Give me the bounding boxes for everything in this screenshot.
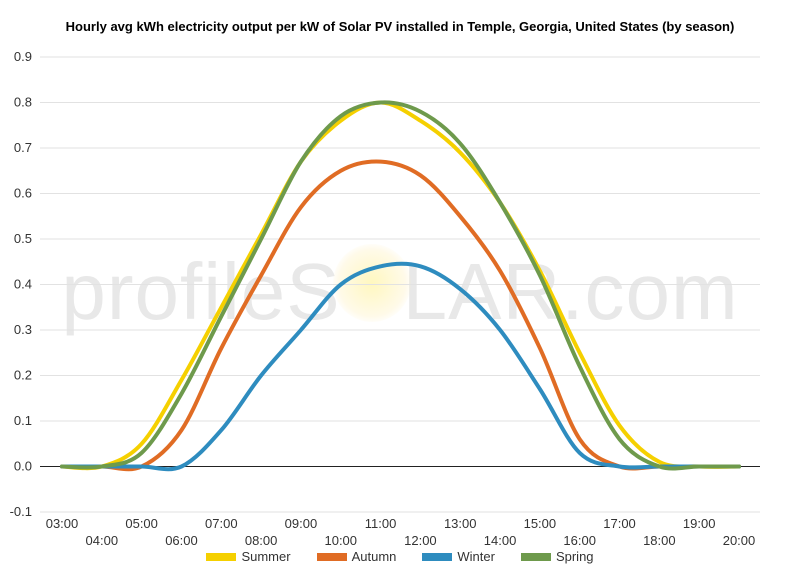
legend-item-winter[interactable]: Winter [422,549,495,564]
y-tick-label: -0.1 [10,504,32,519]
x-tick-label: 10:00 [324,533,357,548]
legend-label: Spring [555,549,594,564]
y-tick-label: 0.0 [14,459,32,474]
y-tick-label: 0.6 [14,186,32,201]
legend-label: Winter [457,549,495,564]
legend: Summer Autumn Winter Spring [0,549,800,564]
legend-swatch [520,552,551,561]
x-tick-label: 03:00 [46,516,79,531]
legend-item-summer[interactable]: Summer [206,549,291,564]
y-tick-label: 0.2 [14,368,32,383]
x-tick-label: 07:00 [205,516,238,531]
x-tick-label: 18:00 [643,533,676,548]
x-tick-label: 05:00 [125,516,158,531]
series-line-winter [60,261,741,472]
legend-label: Summer [241,549,291,564]
x-tick-label: 20:00 [723,533,756,548]
y-tick-label: 0.4 [14,277,32,292]
legend-item-spring[interactable]: Spring [520,549,594,564]
y-tick-label: 0.7 [14,140,32,155]
y-tick-label: 0.8 [14,95,32,110]
x-tick-label: 19:00 [683,516,716,531]
legend-label: Autumn [351,549,397,564]
x-tick-label: 04:00 [86,533,119,548]
x-tick-label: 16:00 [563,533,596,548]
x-tick-label: 08:00 [245,533,278,548]
watermark: profileS LAR.com [61,247,739,336]
series-line-summer [60,100,741,471]
x-tick-label: 06:00 [165,533,198,548]
chart-title: Hourly avg kWh electricity output per kW… [65,19,735,34]
x-tick-label: 11:00 [365,516,397,531]
legend-swatch [316,552,347,561]
y-tick-label: 0.1 [14,413,32,428]
y-tick-label: 0.9 [14,49,32,64]
x-tick-label: 17:00 [603,516,636,531]
y-tick-label: 0.5 [14,231,32,246]
series-line-spring [60,100,741,471]
legend-swatch [206,552,237,561]
x-tick-label: 09:00 [285,516,318,531]
x-tick-label: 12:00 [404,533,437,548]
legend-item-autumn[interactable]: Autumn [316,549,397,564]
legend-swatch [422,552,453,561]
y-tick-label: 0.3 [14,322,32,337]
x-tick-label: 14:00 [484,533,517,548]
x-tick-label: 13:00 [444,516,477,531]
x-tick-label: 15:00 [524,516,557,531]
